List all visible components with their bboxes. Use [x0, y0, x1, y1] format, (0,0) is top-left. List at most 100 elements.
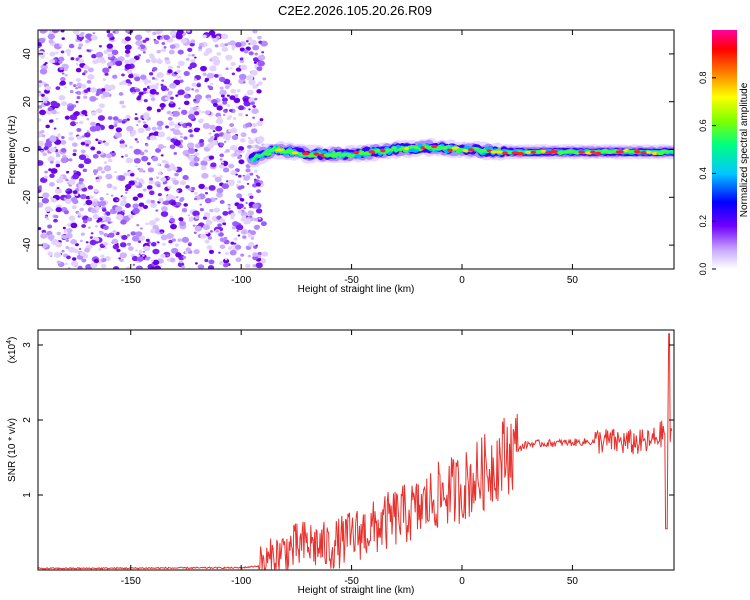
noise-speckle — [44, 170, 48, 174]
noise-speckle — [148, 219, 157, 226]
noise-speckle — [142, 121, 147, 124]
snr-scale-label: (x10 — [7, 343, 18, 363]
noise-speckle — [242, 97, 249, 103]
noise-speckle — [256, 120, 263, 127]
noise-speckle — [212, 102, 218, 107]
noise-speckle — [107, 32, 114, 39]
noise-speckle — [199, 143, 204, 147]
noise-speckle — [49, 160, 54, 164]
noise-speckle — [166, 254, 170, 257]
noise-speckle — [105, 153, 112, 159]
noise-speckle — [204, 239, 210, 244]
noise-speckle — [103, 212, 106, 216]
noise-speckle — [194, 152, 200, 157]
y-tick-label: 3 — [22, 342, 33, 348]
noise-speckle — [124, 59, 130, 65]
noise-speckle — [160, 83, 164, 87]
noise-speckle — [243, 49, 249, 54]
ridge-peak — [291, 151, 299, 155]
noise-speckle — [194, 88, 200, 93]
noise-speckle — [160, 107, 164, 110]
noise-speckle — [95, 225, 98, 228]
noise-speckle — [49, 51, 56, 57]
noise-speckle — [180, 109, 188, 115]
noise-speckle — [142, 254, 145, 257]
noise-speckle — [77, 46, 82, 50]
noise-speckle — [95, 241, 99, 244]
noise-speckle — [108, 84, 116, 90]
noise-speckle — [66, 170, 70, 174]
noise-speckle — [230, 61, 236, 67]
ridge-peak — [550, 149, 559, 154]
noise-speckle — [193, 156, 200, 162]
x-tick-label: -100 — [231, 275, 251, 286]
noise-speckle — [148, 180, 154, 185]
noise-speckle — [257, 81, 263, 86]
noise-speckle — [59, 43, 63, 47]
noise-speckle — [168, 49, 175, 55]
noise-speckle — [47, 107, 53, 112]
noise-speckle — [96, 150, 102, 155]
noise-speckle — [83, 95, 88, 99]
noise-speckle — [55, 255, 58, 258]
noise-speckle — [199, 207, 204, 212]
noise-speckle — [104, 72, 109, 76]
noise-speckle — [156, 176, 159, 179]
noise-speckle — [41, 197, 50, 204]
noise-speckle — [247, 210, 254, 216]
noise-speckle — [167, 90, 173, 96]
noise-speckle — [202, 34, 207, 39]
noise-speckle — [111, 49, 119, 55]
noise-speckle — [194, 225, 202, 232]
noise-speckle — [252, 105, 256, 108]
noise-speckle — [77, 212, 82, 216]
noise-speckle — [142, 250, 146, 253]
noise-speckle — [174, 243, 179, 247]
noise-speckle — [112, 74, 118, 79]
noise-speckle — [218, 76, 226, 82]
noise-speckle — [169, 257, 176, 263]
noise-speckle — [239, 198, 245, 202]
noise-speckle — [245, 202, 248, 204]
noise-speckle — [231, 47, 235, 51]
noise-speckle — [149, 84, 155, 89]
noise-speckle — [243, 175, 251, 181]
noise-speckle — [145, 222, 149, 226]
noise-speckle — [198, 183, 206, 190]
noise-speckle — [135, 40, 143, 46]
noise-speckle — [260, 221, 267, 227]
noise-speckle — [152, 31, 157, 36]
noise-speckle — [248, 42, 251, 45]
noise-speckle — [169, 44, 176, 49]
noise-speckle — [134, 34, 143, 41]
noise-speckle — [153, 40, 160, 45]
noise-speckle — [185, 185, 190, 189]
noise-speckle — [200, 165, 207, 171]
noise-speckle — [90, 121, 96, 127]
y-tick-label: 1 — [22, 492, 33, 498]
noise-speckle — [127, 83, 131, 87]
noise-speckle — [75, 121, 79, 125]
noise-speckle — [219, 142, 225, 147]
noise-speckle — [193, 231, 197, 234]
ridge-peak — [627, 149, 636, 153]
ridge-peak — [502, 151, 509, 155]
noise-speckle — [42, 152, 47, 156]
noise-speckle — [163, 34, 170, 41]
noise-speckle — [136, 124, 139, 127]
noise-speckle — [102, 67, 110, 74]
noise-speckle — [170, 128, 173, 131]
noise-speckle — [172, 129, 181, 136]
noise-speckle — [166, 258, 171, 262]
noise-speckle — [55, 153, 61, 158]
ridge-peak — [605, 150, 615, 154]
noise-speckle — [49, 59, 56, 64]
noise-speckle — [113, 231, 117, 234]
noise-speckle — [188, 113, 196, 120]
noise-speckle — [150, 242, 157, 247]
noise-speckle — [166, 110, 172, 115]
noise-speckle — [177, 238, 182, 242]
noise-speckle — [183, 136, 188, 140]
noise-speckle — [63, 210, 69, 215]
noise-speckle — [113, 124, 118, 128]
